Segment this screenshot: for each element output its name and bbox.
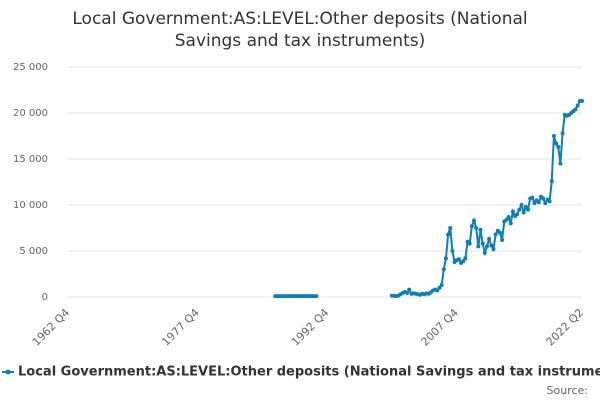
x-tick-label: 2007 Q4 <box>418 306 461 349</box>
point <box>450 249 455 253</box>
point <box>443 256 448 261</box>
point <box>489 243 494 248</box>
point <box>532 201 537 206</box>
point <box>484 244 489 249</box>
point <box>461 259 466 264</box>
y-tick-label: 0 <box>42 292 48 303</box>
point <box>523 204 528 209</box>
point <box>491 247 496 252</box>
point <box>515 212 520 217</box>
point <box>530 195 535 200</box>
legend-label: Local Government:AS:LEVEL:Other deposits… <box>18 365 600 380</box>
x-tick-label: 1962 Q4 <box>30 306 73 349</box>
point <box>435 288 440 293</box>
point <box>448 226 453 230</box>
point <box>480 241 485 246</box>
point <box>487 237 492 242</box>
x-tick-label: 2022 Q2 <box>544 306 587 349</box>
point <box>493 232 498 237</box>
chart-title: Local Government:AS:LEVEL:Other deposits… <box>72 9 528 51</box>
point <box>506 214 511 219</box>
x-tick-label: 1992 Q4 <box>289 306 332 349</box>
x-tick-label: 1977 Q4 <box>159 306 202 349</box>
y-tick-label: 20 000 <box>13 108 48 119</box>
point <box>407 287 412 292</box>
point <box>580 99 584 104</box>
point <box>547 199 552 204</box>
point <box>474 226 479 230</box>
point <box>510 209 515 214</box>
point <box>556 145 561 150</box>
point <box>437 285 442 290</box>
legend-marker <box>5 369 11 375</box>
point <box>508 221 513 226</box>
point <box>405 290 410 295</box>
point <box>482 250 487 255</box>
point <box>467 241 472 246</box>
point <box>504 217 509 222</box>
y-tick-label: 25 000 <box>13 62 48 73</box>
point <box>551 134 556 138</box>
point <box>558 161 563 166</box>
point <box>497 230 502 235</box>
point <box>517 207 522 212</box>
point <box>478 227 483 232</box>
point <box>541 196 546 201</box>
point <box>456 257 461 262</box>
point <box>441 267 446 272</box>
point <box>543 201 548 206</box>
point <box>446 232 451 237</box>
point <box>573 107 578 112</box>
point <box>439 283 444 288</box>
point <box>575 103 580 108</box>
y-tick-label: 15 000 <box>13 154 48 165</box>
y-tick-label: 5 000 <box>19 246 48 257</box>
point <box>549 179 554 184</box>
point <box>554 141 559 146</box>
point <box>463 256 468 261</box>
point <box>314 294 319 299</box>
point <box>521 210 526 215</box>
point <box>536 200 541 205</box>
point <box>469 224 474 229</box>
point <box>526 207 531 212</box>
point <box>476 244 481 249</box>
y-tick-label: 10 000 <box>13 200 48 211</box>
point <box>500 237 505 242</box>
point <box>560 131 565 136</box>
source: Source: <box>547 384 589 397</box>
point <box>519 203 524 207</box>
point <box>472 218 477 223</box>
